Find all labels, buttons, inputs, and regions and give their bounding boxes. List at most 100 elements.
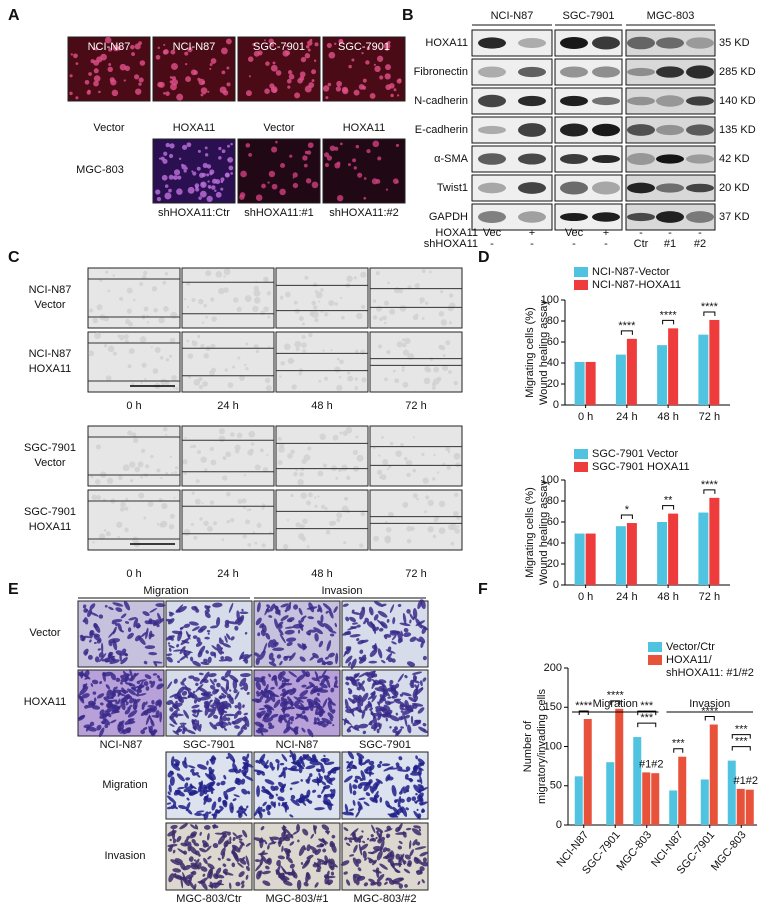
cell	[89, 630, 94, 639]
cell	[385, 188, 389, 191]
cell	[213, 521, 218, 526]
cell	[214, 874, 225, 879]
cell	[409, 840, 412, 850]
cell	[168, 645, 175, 649]
cell	[257, 632, 261, 637]
cell	[387, 804, 394, 810]
cell	[266, 857, 272, 866]
cell	[181, 696, 188, 700]
cell	[399, 622, 411, 627]
cell	[156, 683, 164, 690]
cell	[173, 875, 185, 881]
cell	[124, 621, 130, 624]
cell	[290, 798, 300, 806]
cell	[103, 344, 108, 348]
cell	[303, 715, 309, 722]
cell	[385, 717, 388, 722]
cell	[127, 709, 138, 718]
cell	[365, 60, 370, 65]
cell	[176, 643, 180, 648]
cell	[418, 802, 424, 805]
cell	[115, 677, 121, 682]
cell	[286, 637, 297, 642]
cell	[110, 673, 117, 681]
cell	[409, 777, 413, 783]
y-tick-label: 20	[547, 378, 559, 390]
cell	[407, 724, 412, 734]
cell	[379, 694, 387, 702]
cell	[96, 639, 102, 644]
cell	[163, 43, 166, 46]
bar	[657, 345, 668, 405]
cell	[267, 345, 270, 349]
cell	[169, 838, 172, 842]
cell	[84, 651, 88, 656]
cell	[103, 696, 114, 700]
cell	[207, 632, 210, 635]
cell	[124, 339, 129, 344]
cell	[307, 776, 311, 783]
cell	[403, 632, 412, 637]
cell	[367, 851, 374, 855]
cell	[230, 636, 235, 641]
cell	[223, 703, 229, 710]
cell	[249, 448, 254, 453]
label: 140 KD	[719, 95, 756, 107]
cell	[187, 186, 195, 194]
cell	[202, 692, 213, 697]
label: 72 h	[405, 400, 426, 412]
cell	[140, 729, 146, 735]
cell	[176, 93, 184, 101]
cell	[205, 650, 209, 654]
cell	[202, 840, 209, 847]
cell	[382, 459, 389, 466]
cell	[221, 693, 225, 696]
cell	[258, 707, 266, 711]
cell	[191, 709, 203, 713]
cell	[384, 73, 391, 80]
cell	[279, 633, 286, 644]
y-tick-label: 50	[550, 780, 562, 792]
cell	[309, 845, 318, 853]
cell	[321, 862, 324, 865]
cell	[406, 862, 412, 867]
cell	[200, 880, 208, 890]
cell	[352, 694, 361, 701]
bar	[709, 319, 720, 405]
cell	[250, 442, 255, 446]
cell	[409, 849, 414, 857]
cell	[110, 79, 117, 86]
cell	[448, 321, 453, 325]
cell	[192, 713, 198, 718]
cell	[396, 765, 403, 770]
cell	[264, 377, 271, 384]
cell	[137, 461, 144, 468]
cell	[89, 611, 99, 617]
cell	[173, 678, 178, 684]
cell	[171, 763, 181, 771]
band	[686, 154, 714, 164]
cell	[177, 786, 185, 790]
cell	[414, 800, 417, 804]
band	[518, 66, 546, 78]
cell	[255, 681, 262, 691]
y-axis-label: Number of	[522, 720, 534, 772]
cell	[265, 683, 269, 692]
cell	[262, 880, 271, 886]
cell	[334, 162, 341, 169]
cell	[172, 175, 178, 180]
cell	[394, 683, 400, 689]
cell	[234, 725, 240, 729]
cell	[131, 52, 136, 56]
cell	[168, 784, 172, 793]
cell	[263, 306, 269, 313]
cell	[408, 696, 417, 703]
cell	[245, 855, 250, 867]
cell	[370, 691, 376, 696]
label: Vector	[93, 122, 125, 134]
cell	[393, 699, 402, 704]
cell	[176, 773, 185, 782]
cell	[162, 280, 167, 285]
label: NCI-N87	[491, 10, 534, 22]
cell	[345, 616, 350, 622]
